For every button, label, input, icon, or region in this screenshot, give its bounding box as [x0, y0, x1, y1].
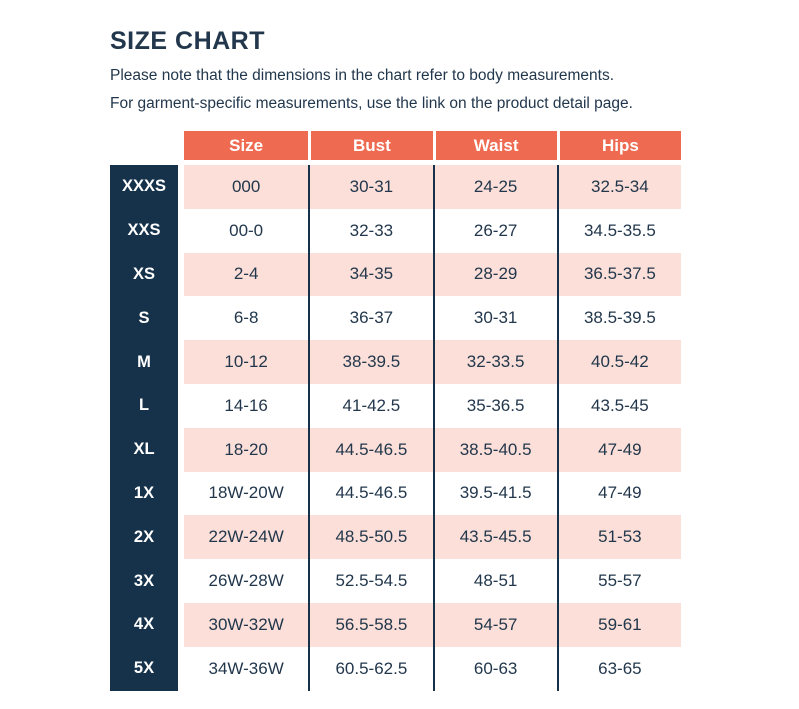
- waist-cell: 60-63: [432, 646, 557, 691]
- bust-cell: 32-33: [308, 208, 433, 253]
- hips-cell: 32.5-34: [556, 165, 681, 209]
- waist-cell: 48-51: [432, 559, 557, 603]
- size-table: Size Bust Waist Hips XXXS 000 30-31 24-2…: [110, 131, 682, 691]
- page-title: SIZE CHART: [110, 27, 265, 55]
- bust-cell: 52.5-54.5: [308, 559, 433, 603]
- bust-cell: 41-42.5: [308, 383, 433, 428]
- row-label: 3X: [110, 559, 178, 603]
- table-row: L 14-16 41-42.5 35-36.5 43.5-45: [110, 383, 682, 428]
- waist-cell: 28-29: [432, 252, 557, 297]
- table-row: 3X 26W-28W 52.5-54.5 48-51 55-57: [110, 559, 682, 603]
- column-header-size: Size: [184, 131, 309, 160]
- waist-cell: 39.5-41.5: [432, 471, 557, 516]
- column-header-waist: Waist: [432, 131, 557, 160]
- bust-cell: 60.5-62.5: [308, 646, 433, 691]
- hips-cell: 34.5-35.5: [556, 208, 681, 253]
- size-cell: 22W-24W: [184, 515, 309, 560]
- table-row: XS 2-4 34-35 28-29 36.5-37.5: [110, 252, 682, 297]
- row-label: S: [110, 296, 178, 341]
- size-cell: 18W-20W: [184, 471, 309, 516]
- size-cell: 10-12: [184, 340, 309, 384]
- row-label: 4X: [110, 602, 178, 647]
- hips-cell: 40.5-42: [556, 340, 681, 384]
- table-row: XXS 00-0 32-33 26-27 34.5-35.5: [110, 208, 682, 253]
- waist-cell: 30-31: [432, 296, 557, 341]
- size-cell: 18-20: [184, 427, 309, 472]
- waist-cell: 35-36.5: [432, 383, 557, 428]
- bust-cell: 56.5-58.5: [308, 602, 433, 647]
- size-cell: 000: [184, 165, 309, 209]
- row-label: XL: [110, 427, 178, 472]
- table-row: 5X 34W-36W 60.5-62.5 60-63 63-65: [110, 646, 682, 691]
- waist-cell: 32-33.5: [432, 340, 557, 384]
- row-label: XXXS: [110, 165, 178, 209]
- bust-cell: 34-35: [308, 252, 433, 297]
- bust-cell: 44.5-46.5: [308, 471, 433, 516]
- hips-cell: 43.5-45: [556, 383, 681, 428]
- table-row: S 6-8 36-37 30-31 38.5-39.5: [110, 296, 682, 341]
- hips-cell: 59-61: [556, 602, 681, 647]
- column-header-bust: Bust: [308, 131, 433, 160]
- table-row: 4X 30W-32W 56.5-58.5 54-57 59-61: [110, 602, 682, 647]
- size-cell: 26W-28W: [184, 559, 309, 603]
- waist-cell: 24-25: [432, 165, 557, 209]
- size-cell: 30W-32W: [184, 602, 309, 647]
- row-label: 2X: [110, 515, 178, 560]
- size-cell: 34W-36W: [184, 646, 309, 691]
- row-label: L: [110, 383, 178, 428]
- column-header-hips: Hips: [556, 131, 681, 160]
- hips-cell: 36.5-37.5: [556, 252, 681, 297]
- bust-cell: 30-31: [308, 165, 433, 209]
- bust-cell: 48.5-50.5: [308, 515, 433, 560]
- hips-cell: 38.5-39.5: [556, 296, 681, 341]
- size-cell: 6-8: [184, 296, 309, 341]
- bust-cell: 36-37: [308, 296, 433, 341]
- row-label: XXS: [110, 208, 178, 253]
- table-body: XXXS 000 30-31 24-25 32.5-34 XXS 00-0 32…: [110, 165, 682, 691]
- size-cell: 2-4: [184, 252, 309, 297]
- table-row: XL 18-20 44.5-46.5 38.5-40.5 47-49: [110, 427, 682, 472]
- size-cell: 00-0: [184, 208, 309, 253]
- table-row: 1X 18W-20W 44.5-46.5 39.5-41.5 47-49: [110, 471, 682, 516]
- table-header-row: Size Bust Waist Hips: [110, 131, 682, 160]
- subtitle-line-2: For garment-specific measurements, use t…: [110, 95, 633, 112]
- waist-cell: 26-27: [432, 208, 557, 253]
- subtitle-line-1: Please note that the dimensions in the c…: [110, 67, 615, 84]
- hips-cell: 55-57: [556, 559, 681, 603]
- hips-cell: 47-49: [556, 471, 681, 516]
- size-cell: 14-16: [184, 383, 309, 428]
- waist-cell: 54-57: [432, 602, 557, 647]
- table-row: 2X 22W-24W 48.5-50.5 43.5-45.5 51-53: [110, 515, 682, 560]
- row-label: 1X: [110, 471, 178, 516]
- waist-cell: 43.5-45.5: [432, 515, 557, 560]
- table-row: XXXS 000 30-31 24-25 32.5-34: [110, 165, 682, 209]
- hips-cell: 51-53: [556, 515, 681, 560]
- hips-cell: 63-65: [556, 646, 681, 691]
- hips-cell: 47-49: [556, 427, 681, 472]
- row-label: 5X: [110, 646, 178, 691]
- table-row: M 10-12 38-39.5 32-33.5 40.5-42: [110, 340, 682, 384]
- waist-cell: 38.5-40.5: [432, 427, 557, 472]
- row-label: M: [110, 340, 178, 384]
- bust-cell: 38-39.5: [308, 340, 433, 384]
- bust-cell: 44.5-46.5: [308, 427, 433, 472]
- row-label: XS: [110, 252, 178, 297]
- content-area: SIZE CHART Please note that the dimensio…: [110, 27, 682, 691]
